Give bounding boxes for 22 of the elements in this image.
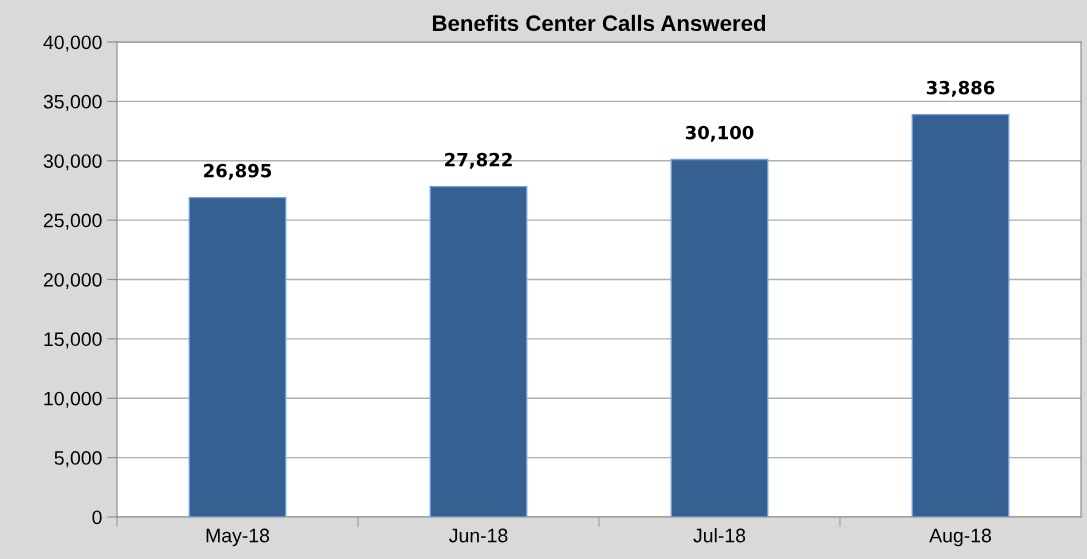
y-tick-label: 40,000 [43,35,102,52]
y-tick-label: 15,000 [44,332,102,349]
bar [188,196,287,517]
data-label: 33,886 [926,80,995,97]
bar [670,158,769,517]
y-tick-label: 10,000 [44,391,102,408]
data-label: 26,895 [204,163,272,180]
x-tick-label: May-18 [206,528,270,547]
x-tick-label: Jun-18 [449,528,508,543]
x-tick-label: Jul-18 [693,528,746,543]
y-tick-label: 30,000 [43,154,102,171]
y-tick-label: 0 [92,510,102,525]
y-tick-label: 35,000 [43,94,102,111]
data-label: 27,822 [445,152,512,169]
x-tick-label: Aug-18 [929,528,992,547]
bar [911,113,1010,517]
y-tick-label: 5,000 [54,451,102,468]
bar [429,185,528,517]
y-tick-label: 25,000 [43,213,102,230]
chart-title: Benefits Center Calls Answered [432,14,766,32]
y-tick-label: 20,000 [43,272,102,290]
data-label: 30,100 [685,125,754,142]
